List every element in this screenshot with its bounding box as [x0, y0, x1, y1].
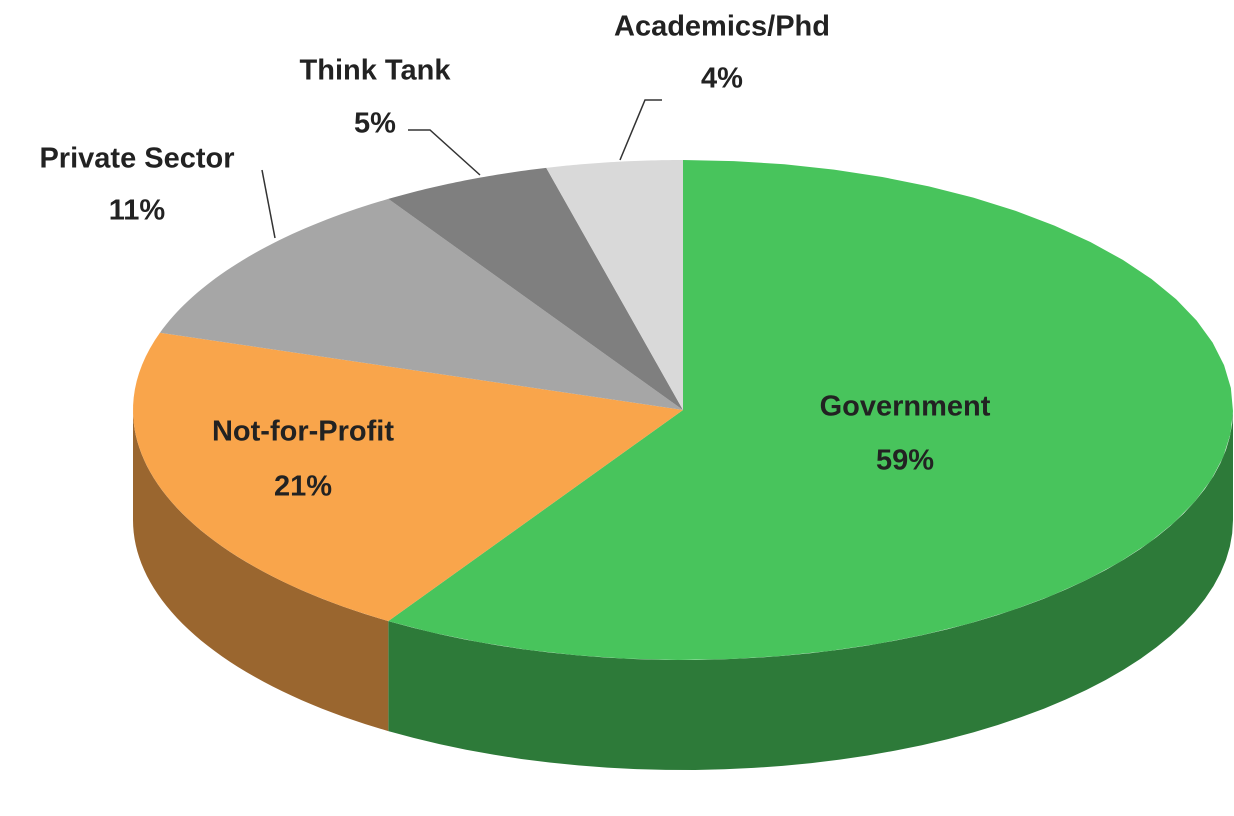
- slice: [388, 160, 1233, 660]
- slice: [388, 167, 683, 410]
- value-label: 11%: [109, 195, 166, 227]
- slice-side: [133, 410, 389, 732]
- category-label: Think Tank: [300, 55, 452, 87]
- category-label: Academics/Phd: [614, 11, 830, 43]
- leader-line: [408, 129, 481, 176]
- slice: [133, 332, 683, 622]
- slice: [546, 160, 683, 410]
- slice: [159, 198, 683, 410]
- value-label: 4%: [701, 63, 743, 95]
- value-label: 5%: [354, 108, 396, 140]
- value-label: 59%: [876, 445, 934, 477]
- leader-line: [619, 99, 662, 161]
- category-label: Government: [820, 391, 991, 423]
- leader-line: [261, 169, 276, 239]
- slice-side: [388, 410, 1233, 770]
- category-label: Not-for-Profit: [212, 416, 394, 448]
- category-label: Private Sector: [39, 143, 234, 175]
- value-label: 21%: [274, 471, 332, 503]
